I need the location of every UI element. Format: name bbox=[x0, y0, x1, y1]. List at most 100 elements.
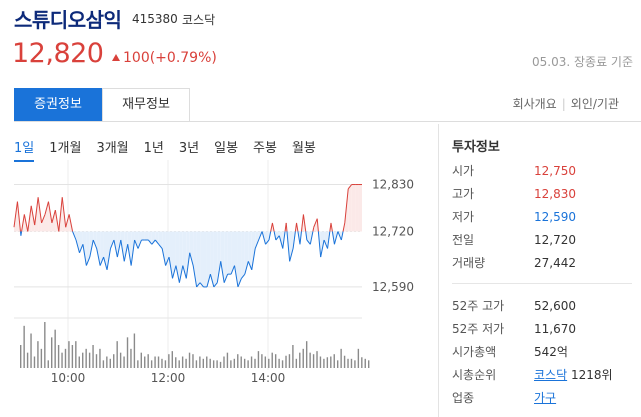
price-line bbox=[216, 261, 222, 283]
company-overview-link[interactable]: 회사개요 bbox=[512, 97, 557, 111]
price-line bbox=[265, 239, 270, 245]
volume-bar bbox=[126, 337, 129, 368]
price-line bbox=[342, 222, 346, 232]
volume-bar bbox=[233, 358, 236, 368]
volume-bar bbox=[164, 360, 167, 368]
volume-bar bbox=[82, 352, 84, 368]
price-line bbox=[44, 201, 49, 215]
chart-area bbox=[45, 201, 49, 232]
chart-area bbox=[144, 231, 149, 240]
price-line bbox=[120, 239, 125, 262]
volume-bar bbox=[240, 356, 242, 368]
stock-name: 스튜디오삼익 bbox=[14, 8, 122, 32]
price-line bbox=[251, 248, 256, 270]
tab-financials[interactable]: 재무정보 bbox=[102, 88, 190, 121]
price-line bbox=[340, 231, 344, 241]
volume-bar bbox=[154, 356, 156, 368]
price-line bbox=[270, 222, 273, 232]
period-3y[interactable]: 3년 bbox=[178, 141, 200, 156]
price-line bbox=[61, 197, 67, 228]
tab-divider bbox=[14, 121, 641, 122]
price-line bbox=[331, 231, 335, 245]
chart-area bbox=[224, 231, 228, 283]
volume-bar bbox=[288, 354, 291, 368]
volume-bar bbox=[147, 354, 149, 368]
price-change: 100(+0.79%) bbox=[112, 50, 217, 66]
price-line bbox=[30, 205, 36, 226]
volume-bar bbox=[185, 358, 187, 368]
top-links: 회사개요 | 외인/기관 bbox=[513, 95, 619, 112]
invest-row-label: 52주 저가 bbox=[452, 322, 505, 336]
link-separator: | bbox=[561, 97, 566, 111]
volume-bar bbox=[88, 352, 91, 368]
invest-row-label: 시가총액 bbox=[452, 345, 497, 359]
chart-area bbox=[203, 231, 207, 287]
volume-bar bbox=[23, 325, 25, 368]
period-daily[interactable]: 일봉 bbox=[214, 141, 239, 156]
volume-bar bbox=[71, 345, 74, 368]
volume-bar bbox=[302, 348, 304, 368]
volume-bar bbox=[319, 356, 322, 368]
period-1d[interactable]: 1일 bbox=[14, 137, 35, 162]
period-monthly[interactable]: 월봉 bbox=[291, 141, 316, 156]
volume-bar bbox=[354, 360, 356, 368]
chart-area bbox=[206, 231, 211, 287]
invest-row-value: 12,590 bbox=[534, 210, 576, 224]
price-line bbox=[113, 239, 118, 258]
x-tick-label: 10:00 bbox=[51, 371, 86, 385]
volume-bar bbox=[212, 360, 215, 368]
chart-area bbox=[341, 231, 344, 240]
volume-bar bbox=[268, 358, 270, 368]
invest-row-value: 12,750 bbox=[534, 164, 576, 178]
price-line bbox=[21, 214, 25, 232]
chart-area bbox=[248, 231, 252, 270]
volume-bar bbox=[261, 354, 263, 368]
price-line bbox=[103, 256, 108, 270]
chart-area bbox=[324, 231, 328, 249]
volume-bar bbox=[64, 348, 67, 368]
volume-bar bbox=[40, 348, 43, 368]
as-of-date: 05.03. 장종료 기준 bbox=[532, 55, 633, 69]
price-line bbox=[206, 274, 211, 288]
volume-bar bbox=[47, 360, 49, 368]
price-line bbox=[161, 248, 167, 266]
volume-bar bbox=[20, 345, 22, 368]
price-line bbox=[305, 231, 308, 241]
chart-area bbox=[172, 231, 176, 279]
period-weekly[interactable]: 주봉 bbox=[253, 141, 277, 156]
chart-area bbox=[182, 231, 187, 279]
foreign-institution-link[interactable]: 외인/기관 bbox=[570, 97, 619, 111]
price-chart[interactable]: 12,830 12,720 12,590 10:00 12:00 14:00 bbox=[0, 160, 438, 417]
industry-link[interactable]: 가구 bbox=[534, 391, 557, 405]
y-tick-label: 12,590 bbox=[372, 280, 414, 294]
price-line bbox=[27, 205, 32, 232]
volume-bar bbox=[68, 341, 70, 368]
period-1y[interactable]: 1년 bbox=[143, 141, 164, 156]
price-change-value: 100(+0.79%) bbox=[123, 50, 217, 66]
volume-bar bbox=[195, 360, 198, 368]
period-3m[interactable]: 3개월 bbox=[96, 141, 129, 156]
chart-area bbox=[165, 231, 170, 266]
market-link[interactable]: 코스닥 bbox=[534, 368, 568, 382]
price-line bbox=[296, 222, 299, 232]
period-1m[interactable]: 1개월 bbox=[49, 141, 82, 156]
invest-row-label: 저가 bbox=[452, 210, 475, 224]
price-line bbox=[34, 197, 39, 226]
volume-bar bbox=[157, 356, 160, 368]
price-line bbox=[168, 256, 173, 279]
tab-securities[interactable]: 증권정보 bbox=[14, 88, 102, 122]
chart-area bbox=[107, 231, 111, 270]
invest-row-label: 거래량 bbox=[452, 256, 486, 270]
chart-area bbox=[237, 231, 242, 287]
price-line bbox=[297, 231, 301, 245]
volume-bar bbox=[133, 333, 136, 368]
volume-bar bbox=[171, 351, 174, 368]
volume-bar bbox=[230, 360, 232, 368]
volume-bar bbox=[57, 345, 60, 368]
volume-bar bbox=[216, 360, 218, 368]
invest-row: 시가 12,750 bbox=[452, 162, 632, 180]
chart-area bbox=[124, 231, 128, 262]
volume-bar bbox=[113, 354, 115, 368]
price-line bbox=[165, 256, 170, 266]
price-line bbox=[137, 239, 142, 249]
